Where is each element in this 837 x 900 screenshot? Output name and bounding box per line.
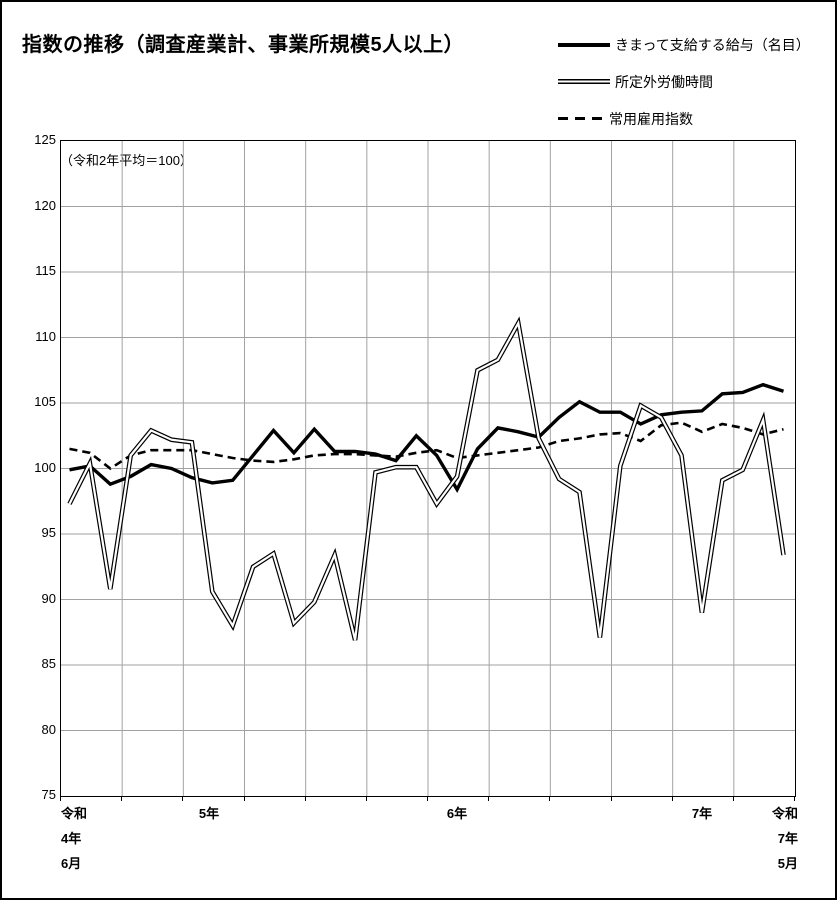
legend: きまって支給する給与（名目） 所定外労働時間常用雇用指数: [558, 26, 810, 137]
legend-item-2: 常用雇用指数: [558, 100, 810, 137]
y-tick-label-85: 85: [41, 656, 56, 671]
x-tick-mark: [794, 796, 795, 801]
x-tick-mark: [427, 796, 428, 801]
y-tick-label-110: 110: [35, 328, 56, 344]
x-tick-mark: [304, 796, 306, 801]
x-tick-mark: [671, 796, 673, 801]
x-tick-mark: [60, 796, 61, 801]
x-tick-mark: [488, 796, 490, 801]
x-tick-mark: [610, 796, 612, 801]
x-axis-label-2: 6年: [446, 806, 468, 821]
x-tick-mark: [121, 796, 123, 801]
y-tick-label-75: 75: [41, 787, 56, 802]
legend-item-1: 所定外労働時間: [558, 63, 810, 100]
y-tick-label-125: 125: [34, 132, 56, 147]
legend-line-sample-dashed: [558, 117, 604, 120]
y-tick-label-95: 95: [41, 525, 56, 540]
legend-item-0: きまって支給する給与（名目）: [558, 26, 810, 63]
y-tick-label-90: 90: [41, 590, 56, 606]
plot-area: [60, 140, 796, 797]
legend-label: きまって支給する給与（名目）: [615, 36, 810, 53]
legend-line-sample-solid-thick: [558, 42, 610, 47]
y-tick-label-105: 105: [34, 394, 56, 409]
x-axis-label-3: 7年: [691, 806, 713, 821]
page-title: 指数の推移（調査産業計、事業所規模5人以上）: [22, 34, 465, 56]
x-axis-label-0: 令和 4年 6月: [61, 806, 88, 871]
x-tick-mark: [182, 796, 184, 801]
y-tick-label-120: 120: [34, 197, 56, 213]
x-axis-label-4: 令和 7年 5月: [771, 806, 798, 871]
y-tick-label-115: 115: [35, 263, 56, 278]
legend-label: 常用雇用指数: [609, 110, 693, 127]
x-tick-mark: [732, 796, 734, 801]
legend-label: 所定外労働時間: [615, 73, 713, 90]
series-overtime-core: [68, 319, 785, 641]
y-tick-label-100: 100: [34, 459, 56, 475]
series-overtime-outer: [67, 316, 786, 641]
x-tick-mark: [549, 796, 551, 801]
line-chart: [61, 141, 795, 796]
series-earnings: [69, 382, 785, 494]
x-tick-mark: [243, 796, 245, 801]
y-tick-label-80: 80: [41, 721, 56, 737]
chart-subtitle: （令和2年平均＝100）: [60, 153, 193, 168]
x-axis-label-1: 5年: [198, 806, 220, 821]
x-tick-mark: [365, 796, 367, 801]
legend-line-sample-double: [558, 79, 610, 84]
